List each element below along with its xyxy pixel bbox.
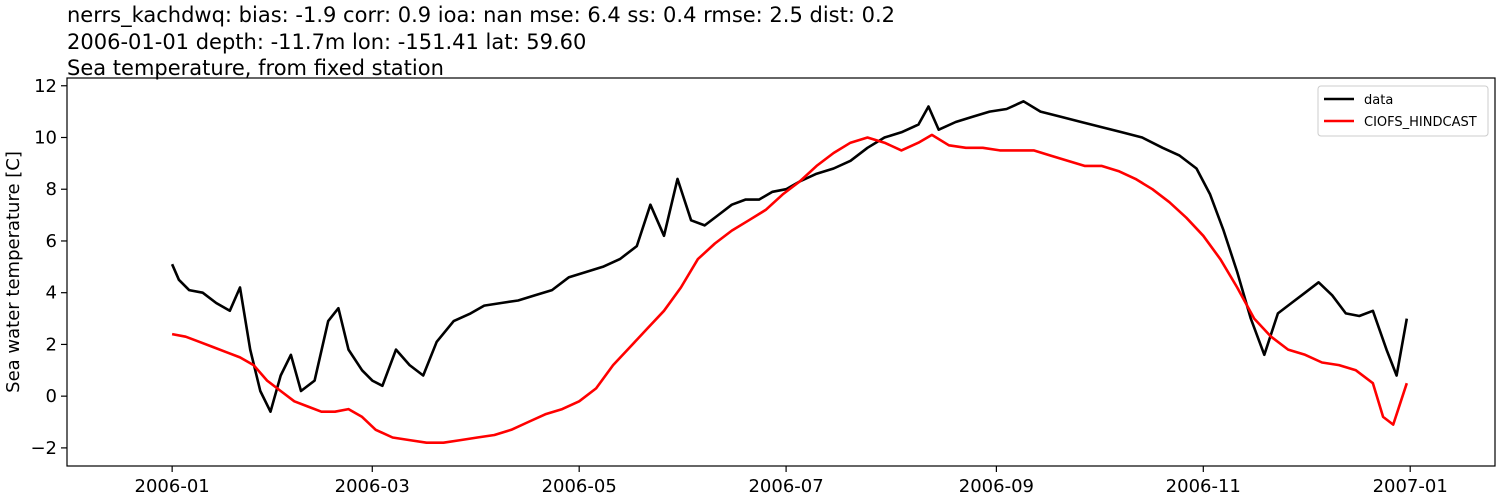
y-tick-label: 4 [46,283,57,304]
x-tick-label: 2006-03 [335,476,410,497]
y-axis: −2 0 2 4 6 8 10 12 [30,76,67,459]
y-tick-label: 6 [46,231,57,252]
y-tick-label: −2 [30,438,57,459]
plot-frame [66,77,1496,467]
legend: data CIOFS_HINDCAST [1317,85,1489,137]
chart-title-location: 2006-01-01 depth: -11.7m lon: -151.41 la… [67,30,587,54]
y-tick-label: 2 [46,334,57,355]
legend-label: data [1364,93,1393,108]
x-tick-label: 2006-11 [1166,476,1241,497]
legend-label: CIOFS_HINDCAST [1364,115,1477,130]
x-tick-label: 2006-09 [959,476,1034,497]
y-axis-label: Sea water temperature [C] [3,151,24,393]
chart-title-stats: nerrs_kachdwq: bias: -1.9 corr: 0.9 ioa:… [67,3,895,27]
series-line-ciofs-hindcast [171,133,1409,445]
x-axis: 2006-01 2006-03 2006-05 2006-07 2006-09 2006-… [135,466,1448,497]
series-line-data [170,100,1409,414]
x-tick-label: 2007-01 [1373,476,1448,497]
x-tick-label: 2006-07 [748,476,823,497]
y-tick-label: 8 [46,179,57,200]
plot-lines [170,100,1409,445]
chart-title-description: Sea temperature, from fixed station [67,56,444,80]
y-tick-label: 0 [46,386,57,407]
y-tick-label: 10 [34,127,57,148]
x-tick-label: 2006-01 [135,476,210,497]
x-tick-label: 2006-05 [542,476,617,497]
y-tick-label: 12 [34,76,57,97]
